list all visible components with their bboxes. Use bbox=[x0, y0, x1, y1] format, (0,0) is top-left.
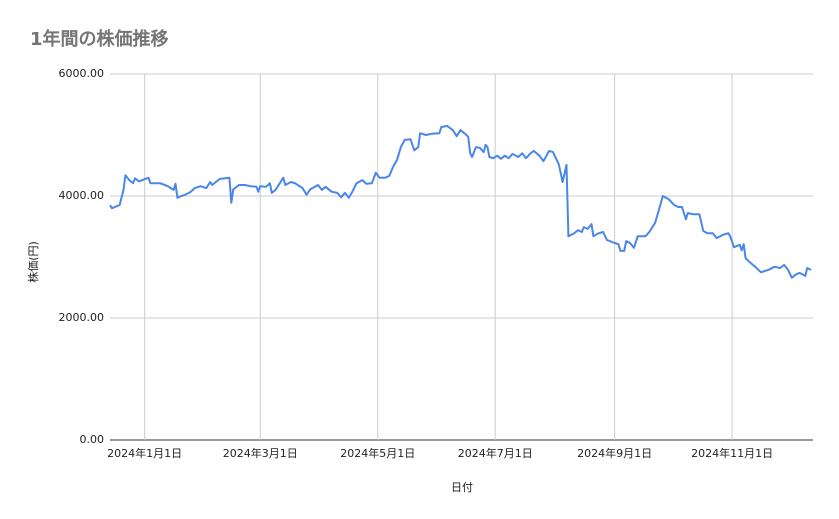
x-tick-label: 2024年9月1日 bbox=[577, 446, 652, 460]
x-tick-label: 2024年7月1日 bbox=[458, 446, 533, 460]
x-tick-label: 2024年3月1日 bbox=[223, 446, 298, 460]
y-tick-label: 6000.00 bbox=[59, 67, 105, 80]
y-tick-label: 4000.00 bbox=[59, 189, 105, 202]
line-series bbox=[109, 124, 812, 279]
x-tick-label: 2024年1月1日 bbox=[107, 446, 182, 460]
y-axis-label: 株価(円) bbox=[26, 241, 40, 283]
x-tick-label: 2024年5月1日 bbox=[340, 446, 415, 460]
x-axis-label: 日付 bbox=[451, 481, 473, 494]
y-tick-label: 2000.00 bbox=[59, 311, 105, 324]
y-tick-label: 0.00 bbox=[80, 433, 105, 446]
chart-title: 1年間の株価推移 bbox=[30, 28, 169, 50]
x-tick-label: 2024年11月1日 bbox=[691, 446, 773, 460]
